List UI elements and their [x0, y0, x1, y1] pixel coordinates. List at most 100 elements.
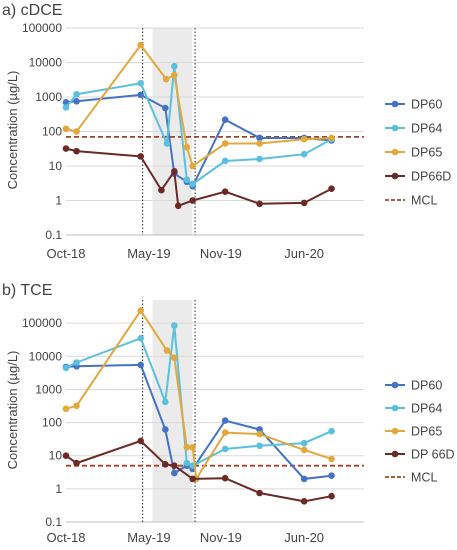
data-point — [189, 443, 197, 451]
data-point — [162, 75, 170, 83]
data-point — [162, 104, 169, 112]
series-line — [65, 147, 332, 208]
data-point — [158, 186, 165, 194]
data-point — [137, 153, 144, 160]
data-point — [62, 104, 70, 111]
data-point — [328, 492, 335, 500]
x-tick-label: Oct-18 — [46, 246, 85, 261]
data-point — [162, 461, 169, 468]
data-point — [300, 199, 308, 207]
panel-b-title: b) TCE — [2, 282, 53, 299]
legend-label: DP65 — [411, 425, 442, 439]
data-point — [137, 361, 144, 369]
legend-label: DP60 — [411, 379, 442, 393]
y-tick-label: 100000 — [22, 21, 62, 35]
data-point — [256, 442, 263, 450]
y-tick-label: 1 — [55, 194, 62, 208]
data-point — [256, 426, 263, 433]
legend-marker — [391, 172, 399, 180]
data-point — [221, 116, 229, 123]
data-point — [189, 180, 197, 188]
data-point — [62, 125, 70, 133]
y-axis-label: Concentration (µg/L) — [5, 71, 20, 190]
x-tick-label: Jun-20 — [284, 530, 324, 545]
data-point — [256, 489, 263, 497]
data-point — [256, 200, 263, 208]
data-point — [62, 405, 70, 413]
data-point — [171, 462, 178, 469]
legend-marker — [391, 381, 399, 389]
y-tick-label: 0.1 — [45, 228, 62, 242]
y-tick-label: 1 — [55, 482, 62, 496]
legend-marker — [391, 427, 399, 435]
legend-marker — [391, 404, 399, 412]
data-point — [171, 168, 178, 175]
data-point — [189, 475, 197, 483]
data-point — [256, 134, 263, 142]
data-point — [137, 307, 144, 314]
data-point — [221, 474, 229, 482]
data-point — [73, 359, 80, 366]
data-point — [163, 347, 171, 354]
data-point — [221, 429, 229, 436]
data-point — [328, 185, 335, 192]
y-tick-label: 0.1 — [45, 515, 62, 529]
data-point — [183, 176, 191, 184]
data-point — [328, 472, 335, 479]
data-point — [300, 446, 308, 454]
data-point — [256, 155, 263, 163]
x-tick-label: Oct-18 — [46, 530, 85, 545]
data-point — [137, 334, 144, 342]
legend-label: DP64 — [411, 122, 442, 136]
data-point — [189, 197, 197, 204]
data-point — [137, 437, 144, 445]
x-tick-label: Nov-19 — [200, 246, 242, 261]
y-tick-label: 100 — [42, 125, 62, 139]
data-point — [162, 398, 169, 406]
legend-marker — [391, 124, 399, 132]
data-point — [300, 439, 308, 447]
data-point — [300, 498, 308, 505]
data-point — [221, 445, 229, 453]
data-point — [328, 427, 335, 435]
legend-label: DP 66D — [411, 448, 455, 462]
data-point — [171, 469, 178, 477]
data-point — [137, 91, 144, 99]
data-point — [62, 452, 70, 460]
data-point — [300, 150, 308, 158]
data-point — [256, 140, 263, 147]
data-point — [73, 90, 80, 98]
data-point — [62, 364, 70, 372]
legend-label: MCL — [411, 471, 437, 485]
data-point — [73, 128, 80, 135]
chart-tce: 0.1 1 10 100 1000 10000 100000 Oct-18 May-19 Nov-… — [5, 300, 455, 545]
data-point — [183, 443, 191, 451]
series-line — [65, 439, 332, 503]
data-point — [221, 140, 229, 147]
data-point — [174, 202, 182, 210]
x-tick-label: Nov-19 — [200, 530, 242, 545]
y-tick-label: 10 — [49, 159, 63, 173]
legend-marker — [391, 100, 399, 108]
data-point — [171, 354, 178, 362]
x-tick-label: May-19 — [127, 246, 170, 261]
data-point — [137, 79, 144, 87]
data-point — [62, 145, 70, 152]
y-tick-label: 1000 — [35, 382, 62, 396]
legend-label: DP60 — [411, 98, 442, 112]
y-tick-label: 10000 — [29, 56, 63, 70]
data-point — [171, 62, 178, 70]
y-tick-label: 1000 — [35, 90, 62, 104]
x-tick-label: May-19 — [127, 530, 170, 545]
y-axis-label: Concentration (µg/L) — [5, 351, 20, 470]
data-point — [73, 147, 80, 155]
y-tick-label: 10 — [49, 449, 63, 463]
legend-label: MCL — [411, 194, 437, 208]
data-point — [73, 459, 80, 467]
y-tick-label: 100 — [42, 416, 62, 430]
data-point — [221, 157, 229, 165]
data-point — [137, 41, 144, 49]
data-point — [183, 459, 191, 467]
data-point — [221, 188, 229, 195]
data-point — [73, 98, 80, 105]
